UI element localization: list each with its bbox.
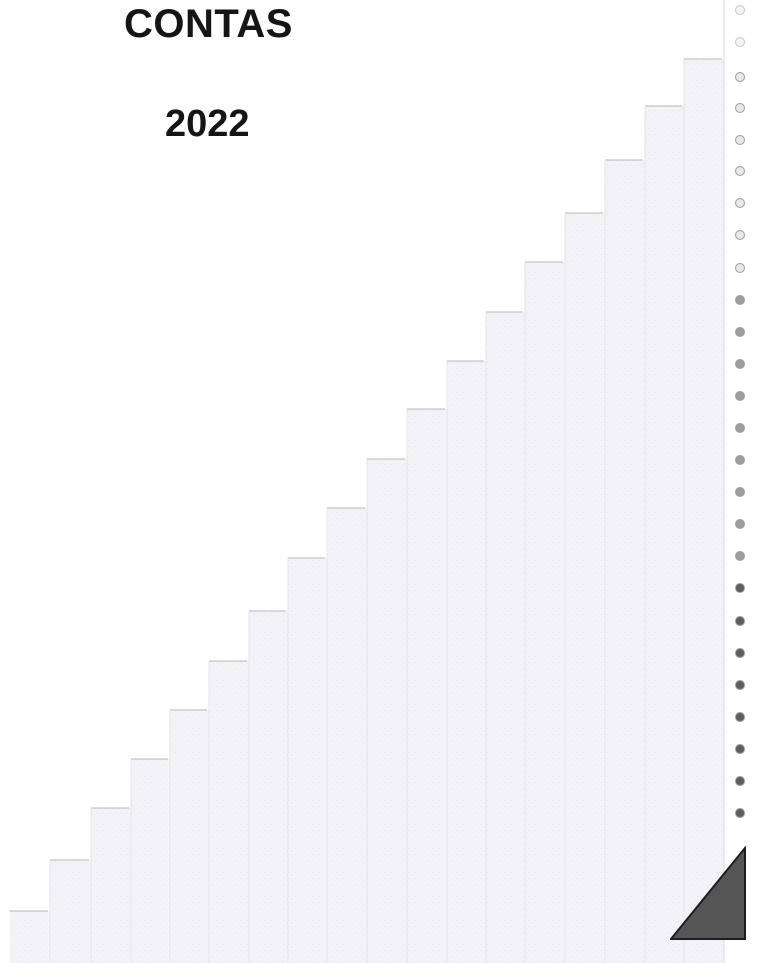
binding-hole bbox=[735, 551, 745, 561]
binding-hole bbox=[735, 230, 745, 240]
binding-hole bbox=[735, 455, 745, 465]
binding-hole bbox=[735, 198, 745, 208]
binding-hole bbox=[735, 5, 745, 15]
binding-hole bbox=[735, 712, 745, 722]
binding-hole bbox=[735, 583, 745, 593]
binding-holes bbox=[730, 0, 750, 830]
binding-hole bbox=[735, 103, 745, 113]
document-title: CONTAS bbox=[124, 2, 293, 46]
binding-hole bbox=[735, 263, 745, 273]
binding-hole bbox=[735, 808, 745, 818]
binding-hole bbox=[735, 648, 745, 658]
binding-hole bbox=[735, 359, 745, 369]
stair-risers bbox=[49, 59, 685, 963]
binding-hole bbox=[735, 680, 745, 690]
binding-hole bbox=[735, 135, 745, 145]
binding-hole bbox=[735, 616, 745, 626]
binding-hole bbox=[735, 295, 745, 305]
binding-hole bbox=[735, 423, 745, 433]
binding-hole bbox=[735, 391, 745, 401]
binding-hole bbox=[735, 37, 745, 47]
document-year: 2022 bbox=[165, 103, 250, 145]
binding-hole bbox=[735, 487, 745, 497]
binding-hole bbox=[735, 72, 745, 82]
binding-hole bbox=[735, 519, 745, 529]
binding-hole bbox=[735, 776, 745, 786]
binding-hole bbox=[735, 327, 745, 337]
stair-edges bbox=[10, 58, 722, 912]
corner-tab-icon bbox=[670, 846, 746, 940]
binding-hole bbox=[735, 744, 745, 754]
binding-hole bbox=[735, 166, 745, 176]
